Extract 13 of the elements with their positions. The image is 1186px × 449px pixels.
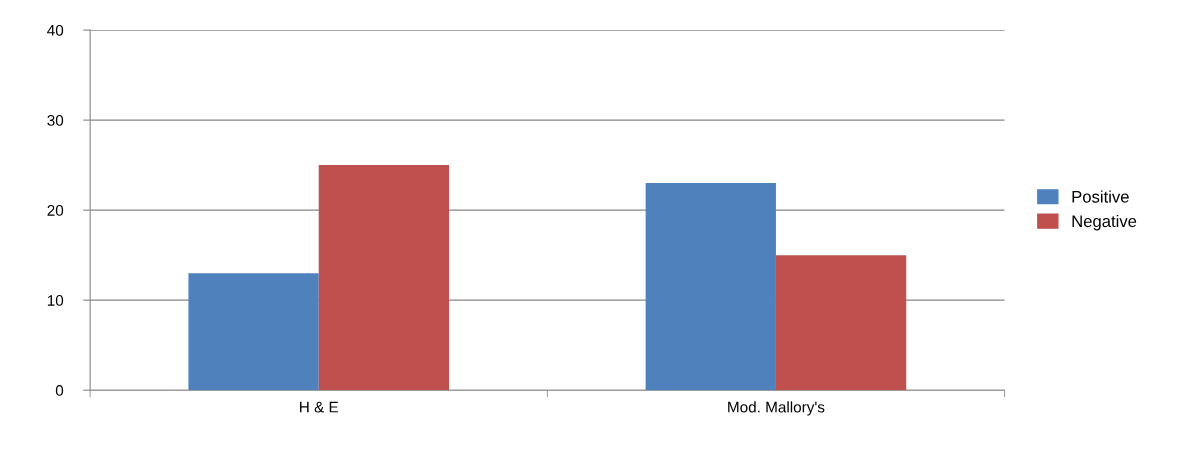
x-tick-label: Mod. Mallory's bbox=[728, 401, 825, 416]
y-tick-label: 30 bbox=[47, 114, 64, 126]
y-tick-label: 10 bbox=[47, 295, 64, 306]
bar bbox=[188, 273, 319, 391]
bar bbox=[775, 255, 907, 391]
y-tick-label: 40 bbox=[47, 24, 64, 36]
bar bbox=[318, 165, 450, 391]
y-tick-label: 20 bbox=[47, 205, 64, 216]
x-tick-label: H & E bbox=[300, 401, 339, 413]
legend-label: Positive bbox=[1072, 190, 1129, 203]
y-tick-label: 0 bbox=[55, 385, 64, 396]
legend-label: Negative bbox=[1072, 214, 1137, 231]
bar bbox=[645, 183, 776, 391]
